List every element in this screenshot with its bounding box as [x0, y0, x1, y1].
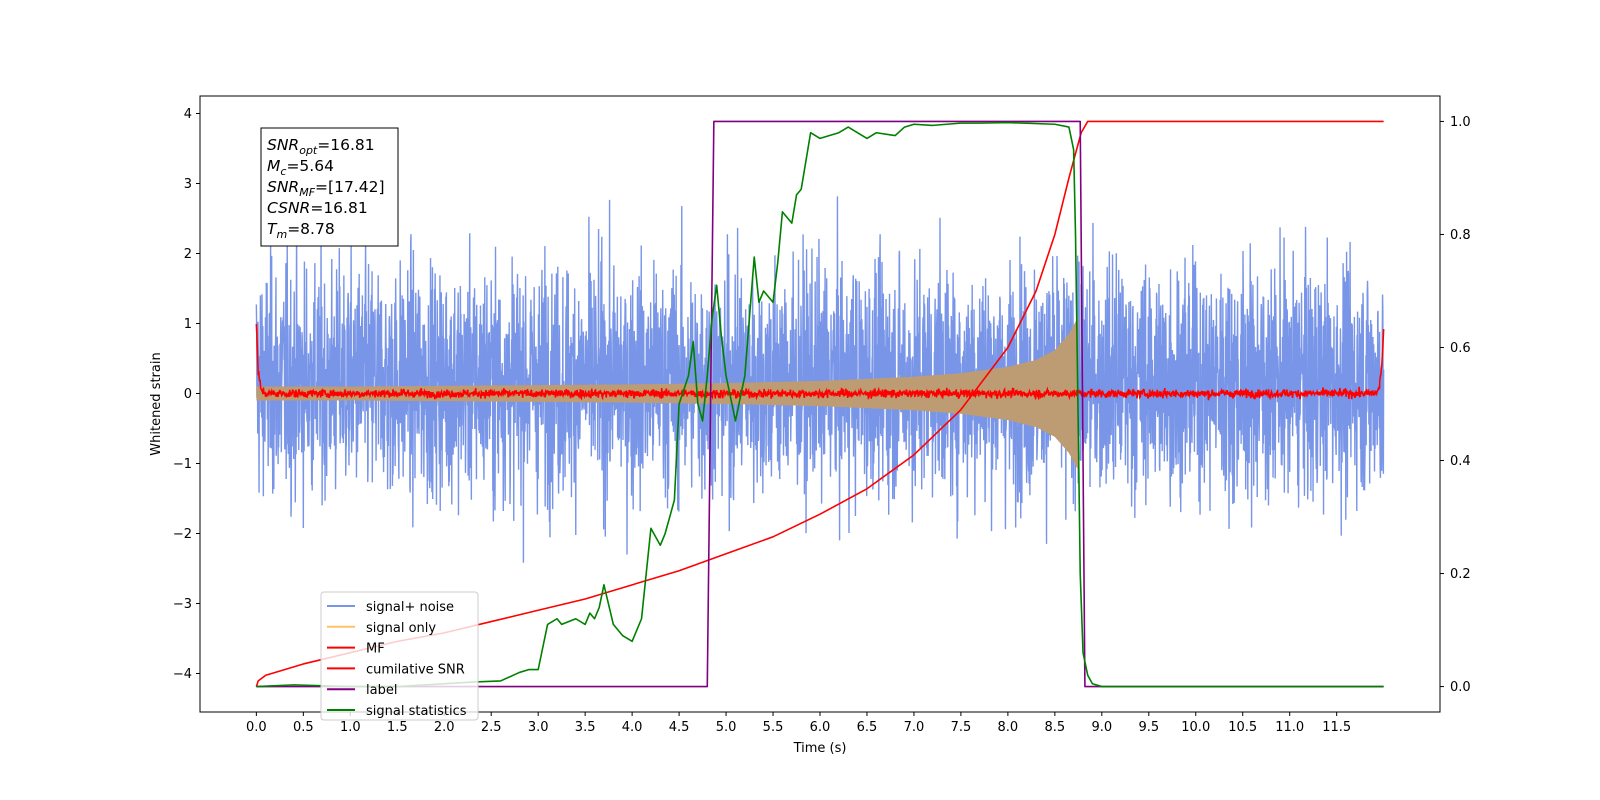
x-tick-label: 6.0	[810, 720, 831, 735]
x-tick-label: 6.5	[857, 720, 878, 735]
legend-label: signal only	[366, 621, 436, 636]
legend-label: label	[366, 683, 397, 698]
x-axis-label: Time (s)	[793, 741, 847, 756]
info-line: Tm=8.78	[267, 220, 335, 241]
series-signal-statistics	[256, 121, 1384, 688]
x-tick-label: 7.5	[951, 720, 972, 735]
y-left-tick-label: −2	[173, 527, 192, 542]
x-tick-label: 1.5	[387, 720, 408, 735]
info-box: SNRopt=16.81Mc=5.64SNRMF=[17.42]CSNR=16.…	[260, 127, 399, 247]
x-tick-label: 5.0	[716, 720, 737, 735]
y-axis-left: −4 −3 −2 −1 0 1 2 3 4	[173, 107, 200, 682]
y-left-tick-label: 4	[184, 107, 192, 122]
info-box-frame	[260, 127, 399, 247]
y-left-tick-label: 2	[184, 247, 192, 262]
legend-label: signal+ noise	[366, 600, 454, 615]
x-axis: 0.0 0.5 1.0 1.5 2.0 2.5 3.0 3.5 4.0 4.5 5.0 5.5 6.0 6…	[246, 712, 1351, 735]
x-tick-label: 0.5	[293, 720, 314, 735]
info-line: SNRopt=16.81	[267, 136, 375, 157]
x-tick-label: 7.0	[904, 720, 925, 735]
y-left-tick-label: −1	[173, 457, 192, 472]
y-right-tick-label: 0.2	[1450, 567, 1471, 582]
x-tick-label: 5.5	[763, 720, 784, 735]
y-right-tick-label: 0.4	[1450, 454, 1471, 469]
x-tick-label: 4.5	[669, 720, 690, 735]
y-left-tick-label: −4	[173, 667, 192, 682]
legend: signal+ noise signal only MF cumilative SNR…	[320, 591, 479, 721]
y-right-tick-label: 1.0	[1450, 115, 1471, 130]
x-tick-label: 11.0	[1275, 720, 1304, 735]
y-right-tick-label: 0.0	[1450, 680, 1471, 695]
x-tick-label: 0.0	[246, 720, 267, 735]
y-left-tick-label: 3	[184, 177, 192, 192]
x-tick-label: 2.5	[481, 720, 502, 735]
x-tick-label: 4.0	[622, 720, 643, 735]
legend-label: signal statistics	[366, 704, 467, 719]
legend-label: MF	[366, 642, 385, 657]
x-tick-label: 8.0	[998, 720, 1019, 735]
x-tick-label: 1.0	[340, 720, 361, 735]
y-left-tick-label: 0	[184, 387, 192, 402]
x-tick-label: 9.5	[1138, 720, 1159, 735]
x-tick-label: 10.0	[1181, 720, 1210, 735]
info-line: Mc=5.64	[267, 157, 334, 178]
x-tick-label: 3.0	[528, 720, 549, 735]
y-axis-right: 0.0 0.2 0.4 0.6 0.8 1.0	[1440, 115, 1471, 695]
legend-label: cumilative SNR	[366, 662, 465, 677]
info-line: CSNR=16.81	[267, 199, 368, 217]
y-right-tick-label: 0.8	[1450, 228, 1471, 243]
x-tick-label: 2.0	[434, 720, 455, 735]
x-tick-label: 3.5	[575, 720, 596, 735]
y-left-tick-label: 1	[184, 317, 192, 332]
y-left-tick-label: −3	[173, 597, 192, 612]
x-tick-label: 8.5	[1045, 720, 1066, 735]
info-line: SNRMF=[17.42]	[267, 178, 385, 199]
x-tick-label: 9.0	[1091, 720, 1112, 735]
x-tick-label: 10.5	[1228, 720, 1257, 735]
series-signal-noise	[255, 196, 1385, 563]
y-right-tick-label: 0.6	[1450, 341, 1471, 356]
x-tick-label: 11.5	[1322, 720, 1351, 735]
series-mf	[255, 323, 1385, 401]
legend-frame	[320, 591, 479, 721]
y-axis-label: Whitened strain	[149, 352, 164, 455]
